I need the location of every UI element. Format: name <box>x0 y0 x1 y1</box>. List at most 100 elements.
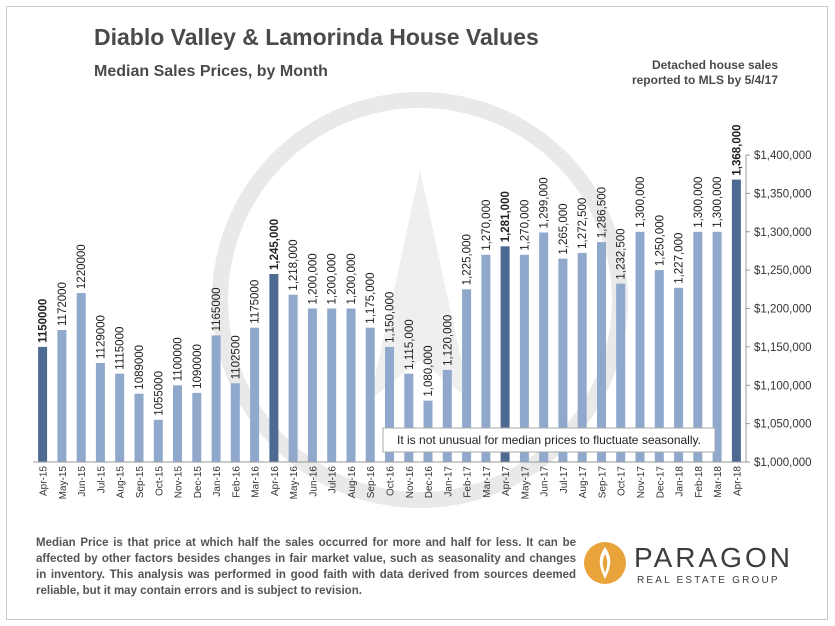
x-tick-nov-15: Nov-15 <box>174 466 185 499</box>
bar-jun-17 <box>539 232 549 462</box>
y-tick-label: $1,150,000 <box>754 342 812 354</box>
paragon-logo: PARAGON REAL ESTATE GROUP <box>582 540 790 590</box>
y-tick-label: $1,350,000 <box>754 188 812 200</box>
data-label-dec-17: 1,250,000 <box>654 215 666 266</box>
bar-oct-16 <box>385 346 394 462</box>
data-source-note: Detached house sales reported to MLS by … <box>560 58 778 88</box>
bar-nov-16 <box>404 373 414 462</box>
bar-jan-17 <box>442 369 452 462</box>
x-tick-apr-18: Apr-18 <box>732 466 743 496</box>
x-tick-oct-15: Oct-15 <box>154 466 165 496</box>
bar-mar-17 <box>481 254 491 462</box>
x-tick-jan-18: Jan-18 <box>675 466 686 497</box>
x-tick-jul-17: Jul-17 <box>559 466 570 494</box>
data-label-feb-18: 1,300,000 <box>693 177 705 228</box>
bar-may-15 <box>57 330 67 462</box>
x-tick-sep-16: Sep-16 <box>366 466 377 499</box>
data-label-nov-15: 1100000 <box>173 337 185 381</box>
data-label-may-16: 1,218,000 <box>288 240 300 291</box>
x-tick-nov-16: Nov-16 <box>405 466 416 499</box>
data-label-nov-16: 1,115,000 <box>404 319 416 369</box>
x-tick-may-16: May-16 <box>289 466 300 500</box>
bar-jul-17 <box>558 258 568 462</box>
bar-jul-15 <box>95 363 105 462</box>
x-tick-aug-16: Aug-16 <box>347 466 358 499</box>
data-label-aug-17: 1,272,500 <box>577 198 589 249</box>
bar-apr-18 <box>731 179 741 462</box>
bar-sep-15 <box>134 393 144 462</box>
data-label-jun-15: 1220000 <box>76 244 88 289</box>
bar-may-17 <box>519 254 529 462</box>
data-label-feb-16: 1102500 <box>230 335 242 379</box>
data-label-oct-16: 1,150,000 <box>385 292 397 343</box>
bar-jun-16 <box>307 308 317 462</box>
bar-jun-15 <box>76 293 86 462</box>
data-label-jan-16: 1165000 <box>211 287 223 331</box>
data-label-aug-16: 1,200,000 <box>346 253 358 304</box>
y-tick-label: $1,200,000 <box>754 304 812 316</box>
y-tick-label: $1,400,000 <box>754 150 812 162</box>
x-tick-dec-15: Dec-15 <box>193 466 204 499</box>
x-tick-jun-16: Jun-16 <box>308 466 319 497</box>
data-label-jun-16: 1,200,000 <box>307 253 319 304</box>
bar-sep-16 <box>365 327 375 462</box>
x-tick-feb-16: Feb-16 <box>231 466 242 498</box>
data-label-sep-17: 1,286,500 <box>597 187 609 238</box>
bar-feb-16 <box>230 383 240 462</box>
bar-feb-18 <box>693 231 703 463</box>
x-tick-jul-15: Jul-15 <box>96 466 107 494</box>
footnote: Median Price is that price at which half… <box>36 537 576 597</box>
paragon-flame-icon <box>584 542 626 584</box>
data-label-oct-15: 1055000 <box>153 371 165 416</box>
note-line-2: reported to MLS by 5/4/17 <box>631 73 778 87</box>
bar-mar-18 <box>712 231 722 463</box>
bar-aug-17 <box>577 252 587 462</box>
x-tick-jan-17: Jan-17 <box>443 466 454 497</box>
y-tick-label: $1,100,000 <box>754 380 812 392</box>
x-tick-may-15: May-15 <box>58 466 69 500</box>
x-tick-sep-17: Sep-17 <box>598 466 609 499</box>
bar-dec-15 <box>192 392 202 462</box>
x-tick-feb-17: Feb-17 <box>463 466 474 498</box>
bar-apr-17 <box>500 246 510 462</box>
data-label-apr-17: 1,281,000 <box>500 191 512 242</box>
logo-tagline: REAL ESTATE GROUP <box>637 575 780 586</box>
data-label-aug-15: 1115000 <box>115 327 127 370</box>
bar-nov-15 <box>173 385 182 463</box>
y-tick-label: $1,250,000 <box>754 265 812 277</box>
data-label-jan-18: 1,227,000 <box>674 233 686 284</box>
y-tick-label: $1,050,000 <box>754 419 812 431</box>
data-label-jul-16: 1,200,000 <box>327 253 339 304</box>
x-tick-apr-17: Apr-17 <box>501 466 512 496</box>
data-label-may-17: 1,270,000 <box>519 200 531 251</box>
bar-jan-18 <box>674 287 684 462</box>
bar-dec-17 <box>654 270 664 462</box>
x-tick-feb-18: Feb-18 <box>694 466 705 498</box>
data-label-oct-17: 1,232,500 <box>616 228 628 279</box>
x-tick-oct-17: Oct-17 <box>617 466 628 496</box>
x-tick-apr-15: Apr-15 <box>39 466 50 496</box>
data-label-mar-18: 1,300,000 <box>712 177 724 228</box>
x-tick-oct-16: Oct-16 <box>386 466 397 496</box>
bar-nov-17 <box>635 231 645 463</box>
data-label-sep-15: 1089000 <box>134 345 146 390</box>
x-tick-jul-16: Jul-16 <box>328 466 339 494</box>
x-tick-sep-15: Sep-15 <box>135 466 146 499</box>
data-label-apr-18: 1,368,000 <box>731 124 743 175</box>
data-label-apr-15: 1150000 <box>38 299 50 343</box>
x-tick-mar-18: Mar-18 <box>713 466 724 498</box>
data-label-jul-17: 1,265,000 <box>558 203 570 254</box>
data-label-may-15: 1172000 <box>57 282 69 326</box>
annotation-text: It is not unusual for median prices to f… <box>397 433 701 447</box>
logo-name: PARAGON <box>634 542 793 573</box>
data-label-nov-17: 1,300,000 <box>635 177 647 228</box>
data-label-mar-17: 1,270,000 <box>481 200 493 251</box>
bar-jan-16 <box>211 335 221 462</box>
x-tick-apr-16: Apr-16 <box>270 466 281 496</box>
x-tick-aug-15: Aug-15 <box>116 466 127 499</box>
bar-oct-15 <box>153 419 163 462</box>
data-label-jul-15: 1129000 <box>95 315 107 359</box>
chart-title: Diablo Valley & Lamorinda House Values <box>94 24 539 50</box>
data-label-jun-17: 1,299,000 <box>539 177 551 228</box>
